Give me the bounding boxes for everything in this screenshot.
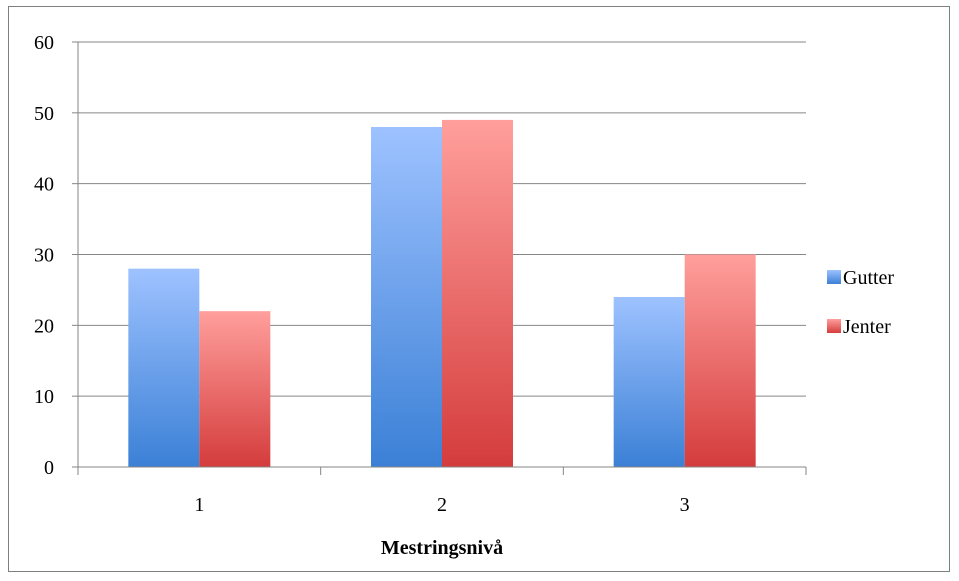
y-tick-label: 0 xyxy=(44,457,54,479)
x-tick-label: 1 xyxy=(194,494,204,516)
bar-gutter-2 xyxy=(371,127,442,467)
x-axis-title: Mestringsnivå xyxy=(381,537,503,559)
y-tick-label: 60 xyxy=(34,32,54,54)
bar-jenter-2 xyxy=(442,119,513,468)
legend-swatch-gutter xyxy=(827,270,841,284)
bars xyxy=(128,119,756,468)
y-tick-label: 30 xyxy=(34,245,54,267)
y-tick-labels: 0 10 20 30 40 50 60 xyxy=(34,32,54,479)
bar-jenter-1 xyxy=(199,311,271,467)
bar-gutter-1 xyxy=(128,268,200,467)
y-tick-label: 50 xyxy=(34,103,54,125)
x-tick-label: 2 xyxy=(437,494,447,516)
x-tick-labels: 1 2 3 xyxy=(194,494,689,516)
bar-jenter-3 xyxy=(684,254,756,467)
y-tick-label: 10 xyxy=(34,386,54,408)
y-tick-label: 20 xyxy=(34,315,54,337)
bar-gutter-3 xyxy=(613,297,685,467)
legend: Gutter Jenter xyxy=(827,267,894,338)
legend-label-jenter: Jenter xyxy=(843,316,891,338)
y-tick-label: 40 xyxy=(34,174,54,196)
legend-label-gutter: Gutter xyxy=(843,267,894,289)
legend-swatch-jenter xyxy=(827,319,841,333)
x-tick-label: 3 xyxy=(680,494,690,516)
axes xyxy=(72,41,807,475)
